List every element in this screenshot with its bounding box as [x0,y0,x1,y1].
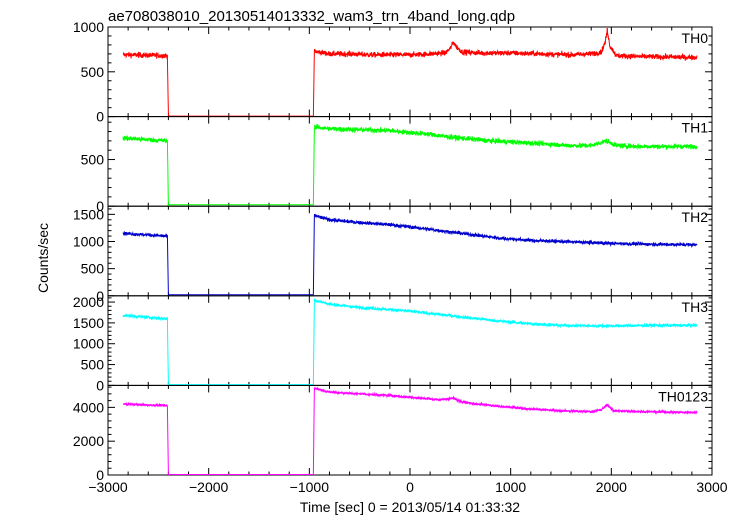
y-tick-label: 0 [96,467,104,483]
y-axis-label: Counts/sec [35,223,51,293]
series-line-th0 [122,27,698,117]
series-label-th1: TH1 [682,120,709,136]
series-line-th1 [122,123,698,207]
x-tick-label: 0 [406,479,414,495]
y-tick-label: 1500 [73,315,104,331]
y-tick-label: 1000 [73,19,104,35]
panel-frame [107,26,713,118]
y-tick-label: 0 [96,198,104,214]
y-tick-label: 500 [81,152,105,168]
panel-frame [107,205,713,297]
x-axis-label: Time [sec] 0 = 2013/05/14 01:33:32 [300,499,520,515]
series-line-th2 [122,213,698,296]
chart-title: ae708038010_20130514013332_wam3_trn_4ban… [108,8,515,25]
series-line-th3 [122,297,698,386]
panel-th0123: 0 2000 4000 TH0123 [73,384,713,483]
y-tick-label: 4000 [73,399,104,415]
x-tick-label: 2000 [596,479,627,495]
y-tick-label: 0 [96,288,104,304]
x-tick-label: 1000 [495,479,526,495]
y-tick-label: 1000 [73,233,104,249]
y-tick-label: 500 [81,64,105,80]
series-label-th0: TH0 [682,30,709,46]
series-label-th0123: TH0123 [658,388,708,404]
x-tick-label: −1000 [290,479,330,495]
panel-th2: 0 500 1000 1500 TH2 [73,205,713,304]
panel-th1: 0 500 TH1 [81,116,713,214]
series-label-th3: TH3 [682,299,709,315]
series-line-th0123 [122,386,698,475]
panel-th3: 0 500 1000 1500 2000 TH3 [73,294,713,393]
y-tick-label: 2000 [73,294,104,310]
y-tick-label: 500 [81,357,105,373]
x-tick-label: −2000 [189,479,229,495]
y-tick-label: 1000 [73,336,104,352]
series-label-th2: TH2 [682,209,709,225]
x-tick-label: 3000 [696,479,727,495]
panel-th0: 0 500 1000 TH0 [73,19,713,125]
panel-frame [107,384,713,476]
y-tick-label: 0 [96,109,104,125]
x-tick-label: −3000 [88,479,128,495]
y-tick-label: 2000 [73,433,104,449]
panel-frame [107,116,713,207]
y-tick-label: 0 [96,377,104,393]
panel-frame [107,295,713,386]
panels-group: 0 500 1000 TH0 0 500 TH1 0 500 1000 1500 TH2 0 500 100… [73,19,728,495]
y-tick-label: 500 [81,261,105,277]
y-tick-label: 1500 [73,206,104,222]
